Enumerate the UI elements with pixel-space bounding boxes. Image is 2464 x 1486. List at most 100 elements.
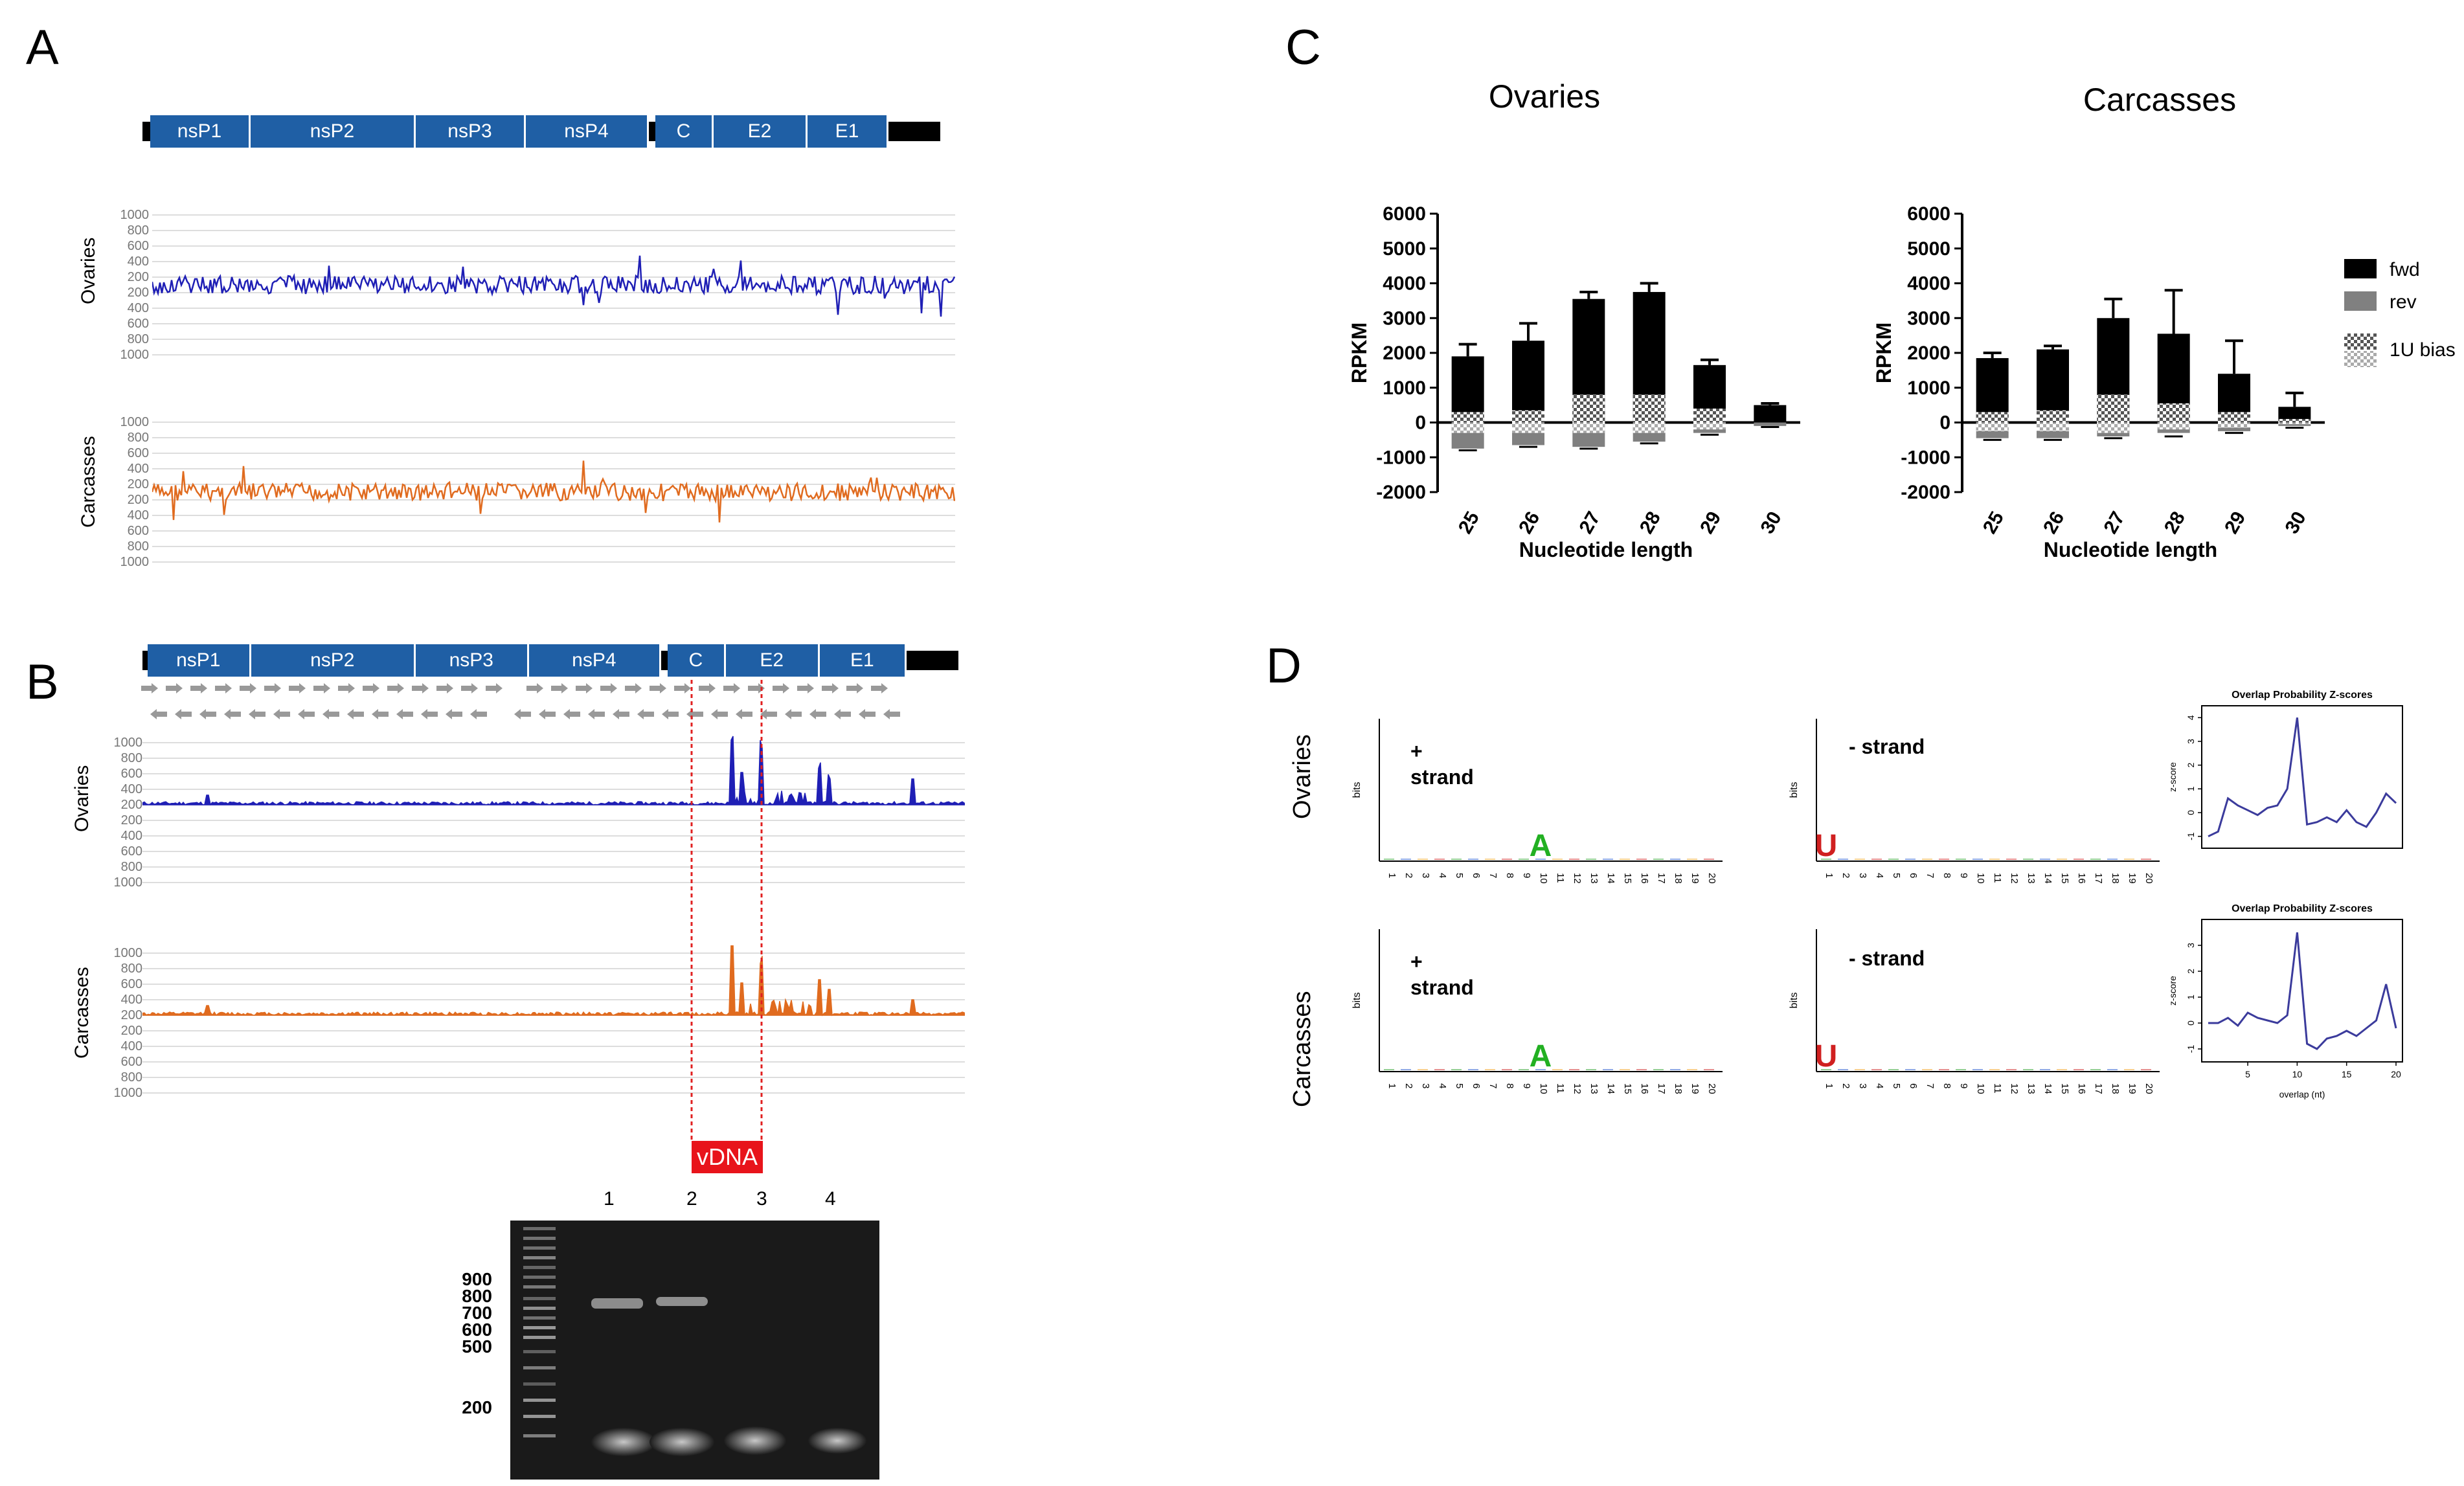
logo-position: 11 bbox=[1992, 1083, 2003, 1094]
logo-residue-stack bbox=[1972, 859, 1983, 860]
seq-logo-carcasses-minus: bits1 2 3 4 5 6 7 8 9 10 11 12 13 14 15 16 17 18 19 20U bbox=[1778, 923, 2179, 1098]
zscore-y-tick-label: -1 bbox=[2186, 832, 2196, 840]
arrow-right bbox=[461, 683, 478, 693]
logo-position: 20 bbox=[2143, 1083, 2154, 1094]
bar-1u-rev bbox=[2218, 423, 2250, 428]
bar-1u-fwd bbox=[1512, 411, 1544, 423]
arrow-left bbox=[588, 709, 605, 719]
logo-residue-stack bbox=[1451, 1069, 1462, 1070]
arrow-left bbox=[809, 709, 826, 719]
logo-y-label: bits bbox=[1789, 993, 1800, 1009]
y-tick-label: 6000 bbox=[1383, 203, 1426, 225]
segment-e1: E1 bbox=[808, 115, 888, 148]
logo-residue-stack bbox=[2074, 1069, 2084, 1070]
logo-residue-stack bbox=[1670, 859, 1680, 860]
logo-position: 17 bbox=[2093, 873, 2104, 884]
y-tick-label: 5000 bbox=[1383, 238, 1426, 260]
logo-residue-stack bbox=[1871, 859, 1882, 860]
segment-nsp4: nsP4 bbox=[526, 115, 649, 148]
y-tick-label: 2000 bbox=[1383, 343, 1426, 364]
logo-position: 14 bbox=[1605, 1083, 1616, 1094]
logo-position: 15 bbox=[2059, 873, 2070, 884]
logo-position: 11 bbox=[1555, 1083, 1566, 1094]
bar-1u-rev bbox=[1976, 423, 2009, 431]
logo-position: 6 bbox=[1908, 1083, 1919, 1088]
y-tick-label: -1000 bbox=[1901, 447, 1950, 468]
seq-logo-ovaries-plus: bits1 2 3 4 5 6 7 8 9 10 11 12 13 14 15 16 17 18 19 20A bbox=[1340, 712, 1742, 887]
logo-position: 18 bbox=[2110, 1083, 2121, 1094]
legend-swatch-fwd bbox=[2344, 259, 2377, 278]
arrow-right bbox=[871, 683, 888, 693]
arrow-right bbox=[846, 683, 863, 693]
logo-residue-stack bbox=[1704, 1069, 1714, 1070]
coverage-area bbox=[142, 736, 965, 805]
ladder-band bbox=[523, 1399, 556, 1402]
x-tick-label: 30 bbox=[2281, 508, 2310, 537]
x-tick-label: 29 bbox=[1696, 508, 1725, 537]
logo-position: 5 bbox=[1454, 1083, 1465, 1088]
logo-position: 11 bbox=[1992, 873, 2003, 883]
logo-position: 19 bbox=[1690, 1083, 1701, 1094]
logo-position: 12 bbox=[2009, 873, 2020, 884]
arrow-left bbox=[347, 709, 364, 719]
zscore-x-tick-label: 5 bbox=[2245, 1069, 2250, 1079]
chart-title-ovaries: Ovaries bbox=[1425, 78, 1664, 115]
logo-position: 2 bbox=[1403, 873, 1414, 878]
bar-1u-rev bbox=[1572, 423, 1605, 433]
segment-e2: E2 bbox=[726, 644, 820, 677]
bar-1u-rev bbox=[2158, 423, 2190, 430]
ladder-band bbox=[523, 1366, 556, 1369]
logo-residue-stack bbox=[1552, 1069, 1563, 1070]
arrow-right bbox=[773, 683, 789, 693]
arrow-left bbox=[199, 709, 216, 719]
logo-position: 10 bbox=[1975, 1083, 1986, 1094]
x-tick-label: 27 bbox=[2099, 508, 2129, 537]
logo-position: 8 bbox=[1504, 873, 1515, 878]
y-tick-label: 3000 bbox=[1907, 308, 1950, 329]
y-tick-label: 5000 bbox=[1907, 238, 1950, 260]
arrow-right bbox=[363, 683, 379, 693]
track-ticks: 1000 800 600 400 200 200 400 600 800 100… bbox=[97, 945, 142, 1101]
vdna-label: vDNA bbox=[692, 1141, 763, 1173]
y-tick-label: 1000 bbox=[1907, 377, 1950, 399]
bar-1u-rev bbox=[1452, 423, 1484, 433]
logo-position: 10 bbox=[1538, 873, 1549, 884]
coverage-plot bbox=[142, 945, 965, 1101]
logo-position: 1 bbox=[1824, 873, 1835, 878]
zscore-y-tick-label: -1 bbox=[2186, 1045, 2196, 1053]
logo-residue-stack bbox=[1401, 859, 1411, 860]
bar-1u-rev bbox=[1693, 423, 1726, 430]
logo-residue-stack bbox=[2057, 1069, 2067, 1070]
zscore-y-tick-label: 3 bbox=[2186, 943, 2196, 948]
arrow-left bbox=[613, 709, 629, 719]
logo-residue-stack bbox=[1502, 1069, 1512, 1070]
logo-position: 18 bbox=[1673, 873, 1684, 884]
y-tick-label: -1000 bbox=[1376, 447, 1426, 468]
logo-position: 13 bbox=[1588, 873, 1599, 884]
logo-residue-stack bbox=[2090, 859, 2101, 860]
logo-residue-stack bbox=[1922, 859, 1932, 860]
bar-chart-carcasses: 6000 5000 4000 3000 2000 1000 0 -1000 -2000 RPKM 2… bbox=[1852, 194, 2461, 583]
bar-fwd bbox=[1754, 405, 1786, 423]
y-tick-label: 4000 bbox=[1383, 273, 1426, 295]
logo-residue-stack bbox=[2006, 859, 2017, 860]
bar-chart-ovaries: 6000500040003000200010000-1000-2000RPKM2… bbox=[1328, 194, 1852, 583]
zscore-y-tick-label: 2 bbox=[2186, 763, 2196, 768]
logo-residue-stack bbox=[1838, 1069, 1848, 1070]
ladder-band bbox=[523, 1246, 556, 1250]
arrow-right bbox=[190, 683, 207, 693]
legend-label: fwd bbox=[2390, 259, 2420, 280]
ladder-band bbox=[523, 1307, 556, 1310]
logo-residue-stack bbox=[1653, 1069, 1664, 1070]
panel-a-label: A bbox=[26, 19, 59, 76]
arrow-right bbox=[576, 683, 593, 693]
logo-position: 5 bbox=[1454, 873, 1465, 878]
bar-1u-fwd bbox=[1452, 412, 1484, 422]
zscore-y-tick-label: 3 bbox=[2186, 739, 2196, 744]
logo-position: 2 bbox=[1403, 1083, 1414, 1088]
logo-residue-stack bbox=[1636, 1069, 1647, 1070]
logo-position: 2 bbox=[1840, 873, 1851, 878]
seq-logo-carcasses-plus: bits1 2 3 4 5 6 7 8 9 10 11 12 13 14 15 16 17 18 19 20A bbox=[1340, 923, 1742, 1098]
x-tick-label: 28 bbox=[1636, 508, 1665, 537]
logo-residue-stack bbox=[1485, 859, 1495, 860]
